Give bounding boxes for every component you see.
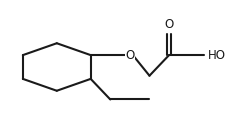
Text: O: O bbox=[125, 49, 134, 62]
Text: O: O bbox=[164, 18, 173, 31]
Text: HO: HO bbox=[207, 49, 225, 62]
